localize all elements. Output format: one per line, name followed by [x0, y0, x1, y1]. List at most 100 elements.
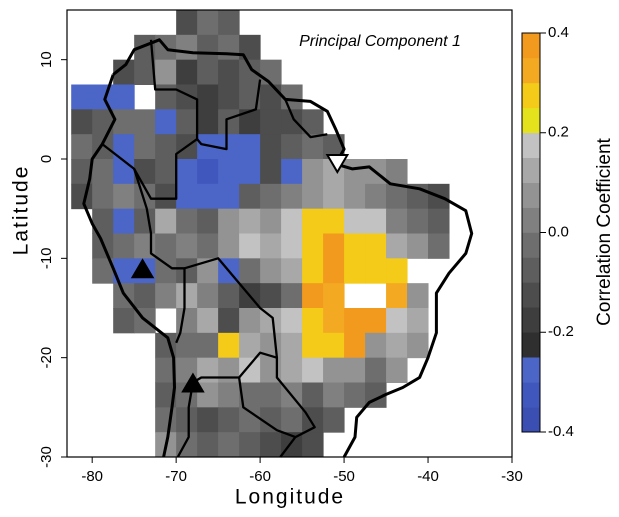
annotation: Principal Component 1: [299, 33, 461, 50]
heat-cell: [323, 407, 345, 433]
heat-cell: [323, 208, 345, 234]
heat-cell: [344, 183, 366, 210]
heat-cell: [218, 109, 240, 135]
heat-cell: [302, 134, 324, 160]
heat-cell: [92, 159, 114, 185]
heat-cell: [218, 208, 240, 234]
y-tick-label: -10: [38, 247, 55, 269]
heat-cell: [92, 109, 114, 135]
heat-cell: [176, 59, 198, 85]
heat-cell: [197, 34, 219, 61]
heat-cell: [323, 258, 345, 284]
heat-cell: [344, 208, 366, 234]
heat-cell: [113, 258, 135, 284]
heat-cell: [323, 357, 345, 383]
colorbar-swatch: [522, 407, 540, 433]
heat-cell: [176, 109, 198, 135]
heat-cell: [113, 159, 135, 185]
colorbar-swatch: [522, 257, 540, 283]
border: [284, 98, 328, 139]
heat-cell: [113, 183, 135, 210]
border: [133, 168, 186, 344]
heat-cell: [281, 233, 303, 259]
heat-cell: [323, 308, 345, 334]
heat-cell: [260, 84, 282, 110]
heat-cell: [155, 109, 177, 135]
heat-cell: [197, 432, 219, 458]
colorbar-swatch: [522, 107, 540, 134]
heat-cell: [302, 159, 324, 185]
heat-cell: [218, 357, 240, 383]
heat-cell: [197, 283, 219, 309]
heat-cell: [365, 183, 387, 210]
colorbar-swatch: [522, 82, 540, 109]
heat-cell: [281, 159, 303, 185]
heat-cell: [176, 10, 198, 36]
heat-cell: [218, 183, 240, 210]
heat-cell: [239, 233, 261, 259]
heat-cell: [218, 308, 240, 334]
heat-cell: [239, 432, 261, 458]
heat-cell: [344, 308, 366, 334]
y-tick-label: -20: [38, 347, 55, 369]
heat-cell: [155, 134, 177, 160]
heat-cell: [344, 382, 366, 408]
heat-cell: [344, 258, 366, 284]
heat-cell: [281, 308, 303, 334]
y-axis-label: Latitude: [10, 165, 33, 256]
site-marker: [130, 258, 155, 279]
heat-cell: [239, 308, 261, 334]
colorbar-swatch: [522, 57, 540, 84]
colorbar-swatch: [522, 282, 540, 308]
heat-cell: [323, 183, 345, 210]
heat-cell: [197, 183, 219, 210]
colorbar-label: Correlation Coefficient: [594, 137, 615, 325]
heat-cell: [134, 109, 156, 135]
heat-cell: [239, 109, 261, 135]
heat-cell: [218, 34, 240, 61]
heat-cell: [260, 258, 282, 284]
heat-cell: [281, 109, 303, 135]
heat-cell: [323, 283, 345, 309]
heat-cell: [260, 159, 282, 185]
heat-cell: [386, 357, 408, 383]
heat-cell: [428, 208, 450, 234]
heat-cell: [197, 159, 219, 185]
heat-cell: [176, 407, 198, 433]
heat-cell: [239, 357, 261, 383]
heat-cell: [260, 407, 282, 433]
heat-cell: [218, 233, 240, 259]
heat-cell: [239, 183, 261, 210]
heat-cell: [197, 308, 219, 334]
y-tick-label: 10: [38, 51, 55, 68]
heat-cell: [71, 109, 93, 135]
heat-cell: [386, 233, 408, 259]
heat-cell: [239, 258, 261, 284]
heat-cell: [365, 308, 387, 334]
heat-cell: [176, 258, 198, 284]
heat-cell: [407, 332, 429, 359]
site-marker: [325, 153, 350, 174]
heat-cell: [281, 208, 303, 234]
heat-cell: [218, 59, 240, 85]
heat-cell: [176, 308, 198, 334]
heat-cell: [323, 233, 345, 259]
heat-cell: [281, 432, 303, 458]
heat-cell: [386, 332, 408, 359]
colorbar-swatch: [522, 307, 540, 333]
heat-cell: [71, 183, 93, 210]
coastline: [82, 38, 474, 458]
heat-cell: [92, 258, 114, 284]
heat-cell: [113, 308, 135, 334]
heat-cell: [302, 233, 324, 259]
heat-cell: [344, 332, 366, 359]
heat-cell: [176, 283, 198, 309]
heat-cell: [239, 407, 261, 433]
heat-cell: [386, 159, 408, 185]
x-tick-label: -60: [249, 468, 271, 485]
heat-cell: [113, 59, 135, 85]
heat-cell: [365, 332, 387, 359]
heat-cell: [365, 233, 387, 259]
heat-cell: [239, 84, 261, 110]
heat-cell: [155, 208, 177, 234]
